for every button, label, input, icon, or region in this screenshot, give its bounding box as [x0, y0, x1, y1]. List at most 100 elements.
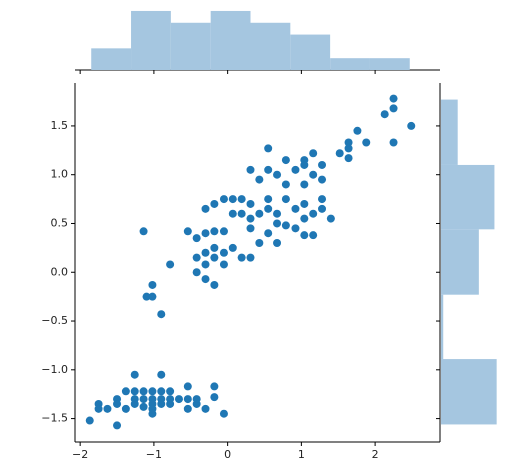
x-tick-label: −2 — [72, 448, 88, 461]
scatter-point — [201, 275, 210, 284]
scatter-point — [281, 156, 290, 165]
scatter-point — [318, 204, 327, 213]
scatter-point — [201, 229, 210, 238]
y-tick-label: −1.0 — [41, 363, 68, 376]
scatter-point — [148, 292, 157, 301]
scatter-point — [291, 224, 300, 233]
scatter-point — [219, 227, 228, 236]
scatter-point — [166, 399, 175, 408]
histogram-bar — [210, 10, 251, 70]
scatter-point — [255, 209, 264, 218]
scatter-point — [201, 260, 210, 269]
y-tick-label: −1.5 — [41, 412, 68, 425]
scatter-point — [113, 399, 122, 408]
x-tick-label: 2 — [372, 448, 379, 461]
scatter-point — [142, 292, 151, 301]
scatter-point — [192, 268, 201, 277]
scatter-point — [210, 280, 219, 289]
scatter-point — [246, 165, 255, 174]
scatter-point — [183, 227, 192, 236]
scatter-point — [210, 253, 219, 262]
scatter-point — [264, 204, 273, 213]
scatter-point — [130, 387, 139, 396]
scatter-point — [291, 204, 300, 213]
x-tick-label: 1 — [298, 448, 305, 461]
scatter-point — [210, 382, 219, 391]
scatter-point — [183, 382, 192, 391]
scatter-point — [210, 227, 219, 236]
scatter-point — [166, 260, 175, 269]
scatter-point — [228, 209, 237, 218]
scatter-point — [228, 195, 237, 204]
scatter-point — [389, 104, 398, 113]
scatter-point — [157, 387, 166, 396]
histogram-bar — [441, 294, 444, 360]
scatter-point — [139, 227, 148, 236]
y-tick-label: 1.0 — [51, 168, 69, 181]
scatter-point — [273, 219, 282, 228]
scatter-point — [318, 175, 327, 184]
histogram-bar — [441, 359, 497, 425]
histogram-bar — [131, 10, 171, 70]
scatter-point — [353, 126, 362, 135]
scatter-point — [219, 248, 228, 257]
scatter-point — [237, 195, 246, 204]
histogram-bar — [250, 22, 291, 71]
scatter-point — [389, 138, 398, 147]
scatter-point — [246, 214, 255, 223]
scatter-point — [192, 253, 201, 262]
scatter-point — [246, 253, 255, 262]
scatter-point — [273, 209, 282, 218]
scatter-point — [264, 229, 273, 238]
scatter-point — [389, 94, 398, 103]
histogram-bar — [290, 34, 331, 70]
scatter-point — [255, 238, 264, 247]
scatter-point — [201, 248, 210, 257]
scatter-point — [228, 243, 237, 252]
scatter-point — [344, 154, 353, 163]
scatter-point — [309, 149, 318, 158]
scatter-point — [344, 144, 353, 153]
scatter-point — [300, 214, 309, 223]
scatter-point — [210, 393, 219, 402]
scatter-point — [309, 170, 318, 179]
scatter-point — [192, 234, 201, 243]
histogram-bar — [441, 164, 495, 230]
scatter-point — [318, 195, 327, 204]
scatter-point — [219, 409, 228, 418]
scatter-point — [103, 404, 112, 413]
scatter-point — [130, 399, 139, 408]
scatter-point — [264, 165, 273, 174]
scatter-point — [255, 175, 264, 184]
scatter-point — [300, 180, 309, 189]
scatter-point — [237, 253, 246, 262]
histogram-bar — [330, 58, 370, 70]
scatter-point — [264, 195, 273, 204]
y-tick-label: −0.5 — [41, 314, 68, 327]
x-tick-label: −1 — [146, 448, 162, 461]
scatter-point — [183, 404, 192, 413]
scatter-point — [237, 209, 246, 218]
scatter-point — [344, 138, 353, 147]
histogram-bar — [441, 99, 458, 165]
scatter-point — [85, 416, 94, 425]
histogram-bar — [441, 229, 479, 295]
scatter-point — [300, 231, 309, 240]
y-tick-label: 0.0 — [51, 265, 69, 278]
scatter-point — [210, 199, 219, 208]
scatter-point — [281, 221, 290, 230]
histogram-bar — [91, 48, 132, 70]
x-tick-label: 0 — [224, 448, 231, 461]
scatter-point — [113, 421, 122, 430]
histogram-bar — [170, 22, 211, 71]
scatter-point — [121, 387, 130, 396]
scatter-point — [166, 387, 175, 396]
scatter-point — [300, 199, 309, 208]
histogram-bar — [369, 58, 410, 70]
scatter-point — [157, 399, 166, 408]
scatter-point — [139, 387, 148, 396]
y-tick-label: 1.5 — [51, 119, 69, 132]
scatter-point — [407, 121, 416, 130]
scatter-point — [246, 224, 255, 233]
y-tick-label: 0.5 — [51, 216, 69, 229]
